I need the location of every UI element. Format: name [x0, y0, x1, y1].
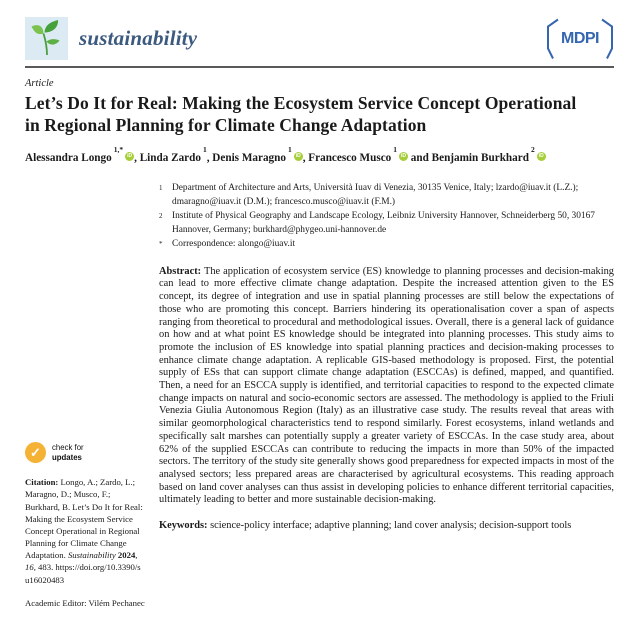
- citation-label: Citation:: [25, 477, 59, 488]
- orcid-icon[interactable]: iD: [293, 152, 303, 162]
- page-header: sustainability MDPI: [0, 0, 639, 60]
- journal-name: sustainability: [79, 25, 198, 50]
- mdpi-logo: MDPI: [546, 18, 614, 60]
- author-affiliation-marker: 1: [393, 144, 397, 154]
- citation: Citation: Longo, A.; Zardo, L.; Maragno,…: [25, 476, 145, 586]
- author: , Linda Zardo1iD: [134, 145, 207, 165]
- author-name: Francesco Musco: [308, 152, 392, 165]
- academic-editor: Academic Editor: Vilém Pechanec: [25, 597, 145, 609]
- content-area: ✓ check for updates Citation: Longo, A.;…: [25, 179, 614, 609]
- affiliation-marker: 1: [159, 184, 163, 193]
- orcid-icon[interactable]: iD: [399, 152, 408, 162]
- author: and Benjamin Burkhard2iD: [408, 145, 546, 165]
- citation-pages: , 483.: [33, 562, 56, 573]
- academic-editor-label: Academic Editor:: [25, 597, 87, 608]
- author: , Francesco Musco1iD: [302, 145, 408, 165]
- abstract-label: Abstract:: [159, 265, 202, 277]
- keywords: Keywords: science-policy interface; adap…: [159, 520, 614, 533]
- left-sidebar: ✓ check for updates Citation: Longo, A.;…: [25, 179, 159, 609]
- citation-year: 2024: [117, 550, 136, 561]
- abstract: Abstract: The application of ecosystem s…: [159, 266, 614, 507]
- orcid-icon[interactable]: iD: [536, 152, 546, 162]
- affiliation: 2 Institute of Physical Geography and La…: [159, 210, 614, 238]
- check-for-updates-label: check for updates: [52, 443, 84, 462]
- author-affiliation-marker: 1,*: [113, 144, 124, 154]
- author-separator: and: [408, 152, 432, 165]
- citation-separator: ,: [135, 550, 138, 561]
- journal-logo: sustainability: [25, 16, 198, 60]
- main-column: 1 Department of Architecture and Arts, U…: [159, 179, 614, 609]
- affiliations-list: 1 Department of Architecture and Arts, U…: [159, 182, 614, 252]
- academic-editor-name: Vilém Pechanec: [88, 597, 145, 608]
- author-separator: ,: [302, 152, 309, 165]
- author-separator: ,: [134, 152, 140, 165]
- affiliation-marker: *: [159, 239, 163, 248]
- affiliation: * Correspondence: alongo@iuav.it: [159, 238, 614, 252]
- citation-journal: Sustainability: [67, 550, 116, 561]
- abstract-text: The application of ecosystem service (ES…: [159, 265, 614, 506]
- authors-line: Alessandra Longo1,*iD, Linda Zardo1iD, D…: [25, 145, 614, 165]
- citation-volume: 16: [25, 562, 34, 573]
- author-name: Alessandra Longo: [25, 152, 112, 165]
- orcid-icon[interactable]: iD: [125, 152, 135, 162]
- author: , Denis Maragno1iD: [206, 145, 303, 165]
- keywords-label: Keywords:: [159, 520, 208, 532]
- affiliation: 1 Department of Architecture and Arts, U…: [159, 182, 614, 210]
- keywords-text: science-policy interface; adaptive plann…: [210, 520, 572, 532]
- author-affiliation-marker: 1: [287, 144, 292, 154]
- author-separator: ,: [206, 152, 213, 165]
- citation-body: Longo, A.; Zardo, L.; Maragno, D.; Musco…: [25, 477, 143, 561]
- header-divider: [25, 66, 614, 68]
- author-affiliation-marker: 2: [530, 144, 535, 154]
- author-name: Benjamin Burkhard: [431, 152, 529, 165]
- author-affiliation-marker: 1: [202, 144, 207, 154]
- article-type-label: Article: [25, 78, 54, 89]
- mdpi-bracket-left: [547, 18, 559, 59]
- affiliation-marker: 2: [159, 211, 163, 220]
- article-title: Let’s Do It for Real: Making the Ecosyst…: [25, 93, 577, 136]
- mdpi-logo-text: MDPI: [561, 30, 600, 47]
- author-name: Denis Maragno: [212, 152, 286, 165]
- affiliation-text: Department of Architecture and Arts, Uni…: [172, 183, 579, 208]
- sustainability-sprout-icon: [25, 16, 68, 60]
- affiliation-text: Correspondence: alongo@iuav.it: [172, 238, 296, 249]
- mdpi-bracket-right: [601, 18, 613, 59]
- affiliation-text: Institute of Physical Geography and Land…: [172, 210, 595, 235]
- author-name: Linda Zardo: [139, 152, 201, 165]
- author: Alessandra Longo1,*iD: [25, 145, 135, 165]
- check-for-updates-badge[interactable]: ✓ check for updates: [25, 442, 145, 464]
- check-icon: ✓: [25, 442, 46, 464]
- citation-doi-link[interactable]: https://doi.org/10.3390/su16020483: [25, 562, 141, 585]
